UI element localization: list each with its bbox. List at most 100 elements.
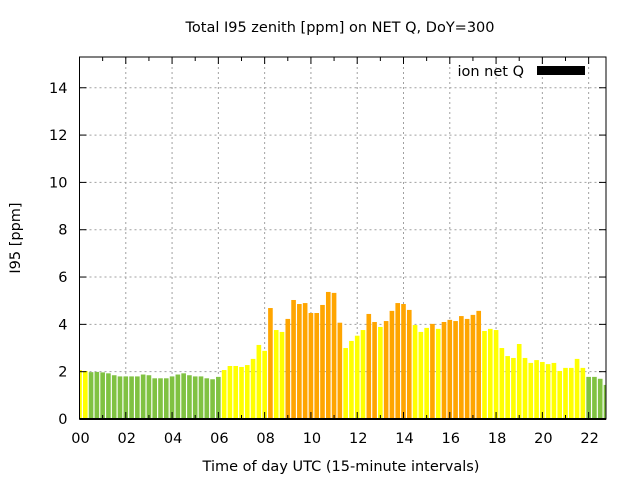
bar [129, 376, 134, 419]
bar [401, 304, 406, 419]
bar [192, 376, 198, 419]
y-tick-label: 12 [49, 128, 67, 144]
x-tick-label: 06 [210, 431, 228, 447]
bar [349, 340, 354, 419]
x-tick-labels: 00 02 04 06 08 10 12 14 16 18 20 22 [71, 431, 599, 447]
bar [314, 313, 320, 419]
bar [424, 327, 429, 419]
bar [487, 328, 493, 419]
bar [308, 313, 314, 419]
bar [580, 367, 586, 419]
bar [568, 367, 574, 419]
bar [476, 310, 482, 419]
legend-swatch [537, 66, 585, 75]
bar [152, 378, 158, 419]
bar [511, 357, 516, 419]
bar [551, 362, 557, 419]
x-tick-label: 14 [395, 431, 413, 447]
bar [412, 325, 418, 419]
bar [337, 322, 343, 419]
bar [82, 370, 88, 419]
bar [459, 316, 464, 419]
bar [603, 384, 606, 419]
grid [79, 57, 606, 419]
bar [343, 348, 348, 419]
bar [158, 378, 163, 419]
bar [140, 374, 146, 419]
bar [366, 313, 372, 419]
bar [285, 318, 291, 419]
bar [528, 362, 534, 419]
bar [117, 376, 123, 419]
bar [441, 321, 447, 419]
x-tick-label: 16 [442, 431, 460, 447]
x-tick-label: 04 [164, 431, 182, 447]
bar [198, 376, 204, 419]
y-tick-label: 4 [58, 317, 67, 333]
bar [540, 361, 545, 419]
axes [79, 56, 607, 420]
bar [279, 331, 285, 419]
bar [505, 356, 510, 419]
bar [268, 308, 273, 419]
legend-label: ion net Q [457, 64, 524, 80]
bar [187, 375, 192, 419]
bar [435, 328, 441, 419]
bar [354, 335, 360, 419]
bar [395, 303, 401, 419]
x-tick-label: 10 [303, 431, 321, 447]
bar [210, 379, 215, 419]
bar [297, 304, 302, 419]
bar [453, 321, 458, 419]
bar [135, 376, 140, 419]
x-tick-label: 00 [71, 431, 89, 447]
x-tick-label: 02 [118, 431, 136, 447]
x-tick-label: 20 [534, 431, 552, 447]
bar [88, 372, 94, 419]
bar [146, 375, 152, 419]
bar [123, 376, 129, 419]
x-tick-label: 12 [349, 431, 367, 447]
bar [227, 366, 233, 419]
bar [563, 367, 568, 419]
bar [493, 330, 499, 419]
x-tick-label: 22 [580, 431, 598, 447]
bar [169, 376, 175, 419]
bar [372, 321, 377, 419]
bar [94, 371, 100, 419]
bar [239, 366, 244, 419]
bar [482, 330, 487, 419]
y-tick-labels: 0 2 4 6 8 10 12 14 [49, 81, 67, 428]
bar [244, 365, 250, 419]
bar [597, 378, 603, 419]
bar [273, 330, 279, 419]
bar [256, 344, 262, 419]
bar [181, 373, 186, 419]
bar [574, 358, 580, 419]
y-tick-label: 10 [49, 175, 67, 191]
bar [204, 378, 210, 419]
bar [406, 309, 412, 419]
bar [163, 378, 169, 419]
bar [106, 373, 111, 419]
y-tick-label: 0 [58, 412, 67, 428]
y-tick-label: 14 [49, 81, 67, 97]
y-tick-label: 8 [58, 223, 67, 239]
bar [557, 370, 563, 419]
bar [331, 292, 337, 419]
bar [545, 364, 551, 419]
bar [499, 348, 505, 419]
bar [383, 321, 389, 419]
bar [233, 366, 239, 419]
bar [470, 314, 476, 419]
bar [430, 323, 435, 419]
bar [111, 375, 117, 419]
bar [592, 376, 597, 419]
bar [389, 310, 395, 419]
bar [464, 318, 470, 419]
legend: ion net Q [457, 64, 585, 80]
bar [378, 326, 383, 419]
bar [262, 350, 267, 419]
bar [586, 376, 591, 419]
x-tick-label: 18 [488, 431, 506, 447]
